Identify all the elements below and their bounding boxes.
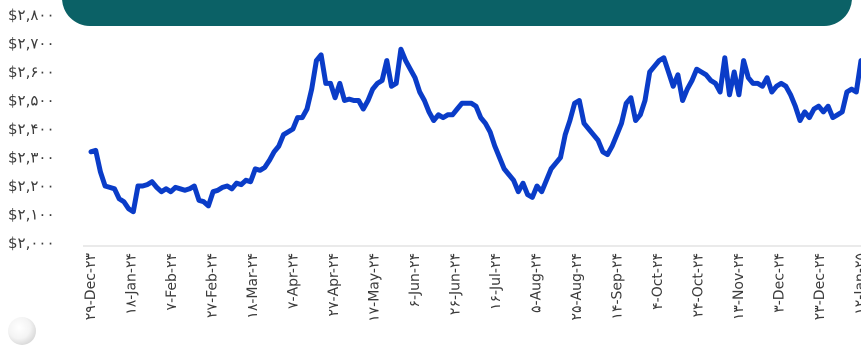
x-tick-label: ۱۸-Mar-۲۴: [245, 253, 261, 319]
spinner-icon: [8, 317, 36, 345]
x-tick-label: ۲۳-Dec-۲۴: [812, 253, 828, 320]
x-tick-label: ۳-Dec-۲۴: [772, 253, 788, 313]
y-tick-label: $۲,۳۰۰: [8, 149, 55, 167]
y-tick-label: $۲,۵۰۰: [8, 92, 55, 110]
x-tick-label: ۲۷-Apr-۲۴: [326, 253, 342, 317]
x-tick-label: ۴-Oct-۲۴: [650, 253, 666, 310]
price-series-line: [88, 46, 861, 215]
x-tick-label: ۷-Feb-۲۴: [164, 253, 180, 310]
x-axis: ۲۹-Dec-۲۳ ۱۸-Jan-۲۴ ۷-Feb-۲۴ ۲۷-Feb-۲۴ ۱۸-Ma…: [83, 253, 861, 322]
x-tick-label: ۷-Apr-۲۴: [286, 253, 302, 309]
header-banner: [62, 0, 852, 26]
y-tick-label: $۲,۴۰۰: [8, 120, 55, 138]
x-tick-label: ۲۷-Feb-۲۴: [205, 253, 221, 318]
x-tick-label: ۱۳-Nov-۲۴: [731, 253, 747, 320]
y-tick-label: $۲,۰۰۰: [8, 234, 55, 252]
x-tick-label: ۱۴-Sep-۲۴: [610, 253, 626, 320]
y-tick-label: $۲,۸۰۰: [8, 6, 55, 24]
x-tick-label: ۱۷-May-۲۴: [367, 253, 383, 322]
x-tick-label: ۲۶-Jun-۲۴: [448, 253, 464, 315]
x-tick-label: ۲۹-Dec-۲۳: [83, 253, 99, 321]
x-tick-label: ۲۴-Oct-۲۴: [691, 253, 707, 317]
x-tick-label: ۵-Aug-۲۴: [529, 253, 545, 313]
y-tick-label: $۲,۶۰۰: [8, 63, 55, 81]
x-tick-label: ۶-Jun-۲۴: [407, 253, 423, 308]
x-tick-label: ۱۶-Jul-۲۴: [488, 253, 504, 310]
x-tick-label: ۱۲-Jan-۲۵: [853, 253, 861, 315]
y-tick-label: $۲,۱۰۰: [8, 206, 55, 224]
y-tick-label: $۲,۷۰۰: [8, 35, 55, 53]
y-axis: $۲,۰۰۰ $۲,۱۰۰ $۲,۲۰۰ $۲,۳۰۰ $۲,۴۰۰ $۲,۵۰۰ $۲,۶…: [8, 6, 55, 252]
y-tick-label: $۲,۲۰۰: [8, 177, 55, 195]
x-tick-label: ۱۸-Jan-۲۴: [124, 253, 140, 315]
x-tick-label: ۲۵-Aug-۲۴: [569, 253, 585, 321]
